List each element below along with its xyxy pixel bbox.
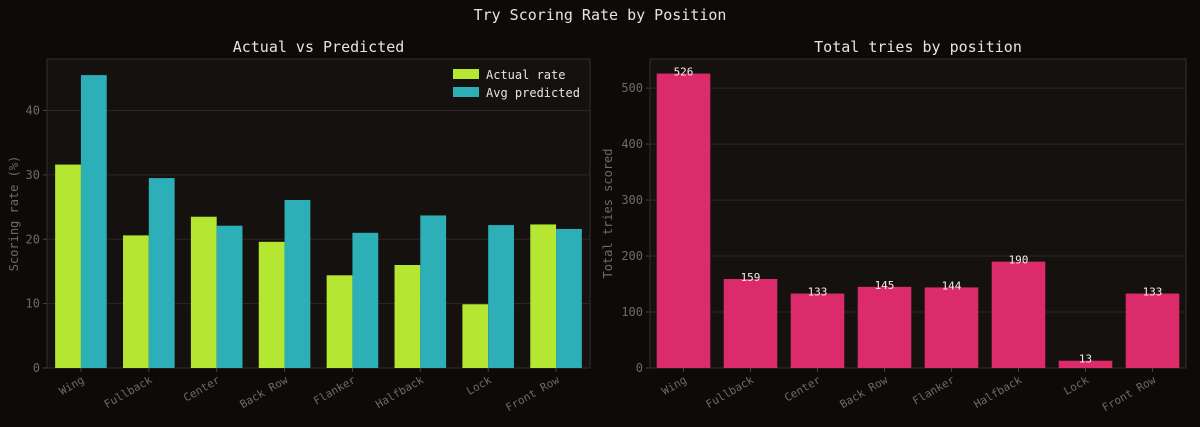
bar — [723, 278, 778, 368]
y-tick-label: 10 — [26, 297, 40, 311]
bar — [80, 75, 107, 368]
y-tick-label: 0 — [33, 361, 40, 375]
y-axis-label: Scoring rate (%) — [7, 156, 21, 272]
bar — [394, 265, 421, 368]
bar — [123, 235, 149, 368]
data-label: 159 — [741, 271, 761, 284]
x-tick-label: Front Row — [1100, 373, 1158, 414]
y-tick-label: 400 — [621, 137, 643, 151]
x-tick-label: Back Row — [238, 373, 291, 411]
figure-title: Try Scoring Rate by Position — [474, 6, 727, 24]
data-label: 145 — [875, 279, 895, 292]
bar — [1125, 293, 1180, 368]
x-tick-label: Center — [181, 373, 222, 404]
chart-actual-vs-predicted: 0 10 20 30 40 Wing Fullback Center Back Row Flank… — [7, 38, 591, 414]
x-tick-label: Fullback — [704, 373, 757, 411]
bar — [284, 199, 311, 368]
bar — [790, 293, 845, 368]
x-tick-label: Front Row — [503, 373, 561, 414]
data-label: 526 — [674, 66, 694, 79]
x-tick-label: Back Row — [838, 373, 891, 411]
chart-title: Total tries by position — [814, 38, 1022, 56]
x-tick-label: Lock — [464, 373, 494, 398]
bar — [55, 164, 81, 368]
y-tick-label: 100 — [621, 305, 643, 319]
bar — [556, 228, 582, 368]
data-label: 133 — [808, 286, 828, 299]
y-tick-label: 30 — [26, 168, 40, 182]
y-tick-label: 40 — [26, 104, 40, 118]
bar — [352, 232, 379, 368]
bar — [656, 73, 711, 368]
y-tick-label: 200 — [621, 249, 643, 263]
data-label: 190 — [1009, 254, 1029, 267]
x-tick-label: Fullback — [102, 373, 155, 411]
chart-title: Actual vs Predicted — [233, 38, 405, 56]
bar — [857, 286, 912, 368]
bar — [488, 225, 514, 368]
x-tick-label: Flanker — [910, 373, 957, 408]
legend-label: Actual rate — [486, 68, 565, 82]
x-tick-label: Wing — [57, 373, 86, 398]
x-tick-label: Center — [782, 373, 823, 404]
x-tick-label: Flanker — [311, 373, 358, 408]
bar — [190, 216, 217, 368]
y-tick-label: 20 — [26, 232, 40, 246]
x-tick-label: Halfback — [972, 373, 1025, 411]
data-label: 144 — [942, 279, 962, 292]
legend-swatch — [453, 69, 479, 79]
plot-frame — [46, 58, 591, 369]
bar — [216, 225, 243, 368]
plot-frame — [649, 58, 1187, 369]
x-tick-label: Wing — [660, 373, 689, 398]
bar — [326, 275, 353, 368]
data-label: 133 — [1143, 286, 1163, 299]
chart-total-tries: 0 100 200 300 400 500 526 159 133 145 144 190 13 133 W… — [601, 38, 1187, 414]
y-tick-label: 0 — [636, 361, 643, 375]
legend-swatch — [453, 87, 479, 97]
bar — [258, 241, 285, 368]
y-tick-label: 500 — [621, 81, 643, 95]
data-label: 13 — [1079, 353, 1092, 366]
bar — [530, 224, 557, 368]
bar — [991, 261, 1046, 368]
y-axis-label: Total tries scored — [601, 148, 615, 278]
x-tick-label: Lock — [1062, 373, 1092, 398]
y-tick-label: 300 — [621, 193, 643, 207]
bar — [462, 304, 489, 368]
bar — [1058, 360, 1113, 368]
bar — [148, 178, 175, 368]
bar — [924, 287, 979, 368]
legend-label: Avg predicted — [486, 86, 580, 100]
x-tick-label: Halfback — [373, 373, 426, 411]
bar — [420, 215, 447, 368]
